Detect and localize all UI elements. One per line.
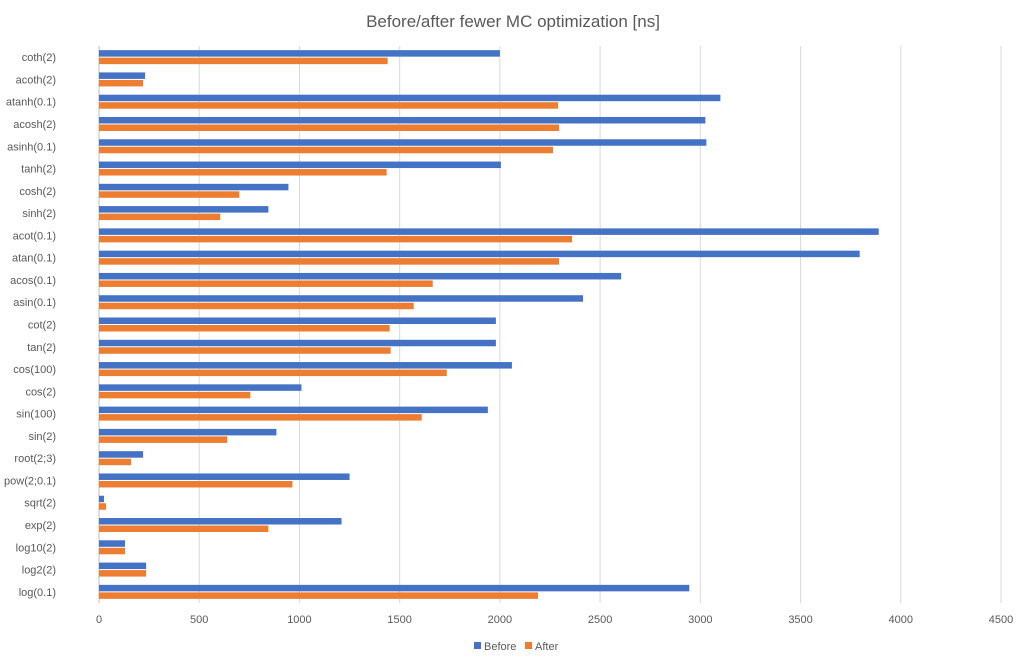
bar-before-acot-0-1 — [99, 228, 879, 235]
bar-after-cot-2 — [99, 325, 390, 332]
bar-after-log10-2 — [99, 547, 126, 555]
category-label: root(2;3) — [14, 453, 56, 465]
x-tick-label-2500: 2500 — [588, 614, 612, 626]
bars — [99, 50, 879, 599]
bar-before-acoth-2 — [99, 72, 146, 79]
category-label: atanh(0.1) — [6, 97, 56, 109]
bar-after-acos-0-1 — [99, 280, 433, 287]
category-label: tanh(2) — [21, 164, 56, 176]
bar-before-log2-2 — [99, 562, 147, 570]
x-tick-label-3500: 3500 — [788, 614, 812, 626]
bar-after-coth-2 — [99, 57, 388, 65]
category-label: acoth(2) — [16, 74, 56, 86]
bar-after-cos-2 — [99, 391, 251, 399]
bar-after-exp-2 — [99, 525, 269, 533]
bar-before-pow-2-0-1 — [99, 473, 350, 480]
category-label: log10(2) — [16, 542, 56, 554]
bar-before-atan-0-1 — [99, 250, 860, 258]
category-label: sqrt(2) — [24, 498, 56, 510]
category-label: cos(100) — [13, 364, 56, 376]
legend: Before After — [474, 641, 559, 653]
bar-after-sinh-2 — [99, 213, 221, 221]
bar-before-coth-2 — [99, 50, 500, 57]
bar-after-tanh-2 — [99, 169, 387, 176]
bar-after-atanh-0-1 — [99, 102, 559, 109]
legend-label-before: Before — [484, 641, 516, 653]
bar-before-log-0-1 — [99, 584, 690, 592]
bar-before-acosh-2 — [99, 116, 706, 124]
bar-after-atan-0-1 — [99, 258, 560, 265]
x-tick-label-4000: 4000 — [889, 614, 913, 626]
category-label: exp(2) — [25, 520, 56, 532]
bar-after-pow-2-0-1 — [99, 480, 293, 488]
bar-before-cosh-2 — [99, 183, 289, 191]
x-tick-label-0: 0 — [96, 614, 102, 626]
bar-after-sin-100 — [99, 414, 422, 421]
category-label: acosh(2) — [13, 119, 56, 131]
category-label: tan(2) — [27, 342, 56, 354]
bar-before-sqrt-2 — [99, 495, 105, 503]
bar-before-cos-100 — [99, 362, 512, 369]
category-label: asinh(0.1) — [7, 141, 56, 153]
bar-before-root-2-3 — [99, 451, 144, 458]
bar-before-log10-2 — [99, 540, 126, 547]
category-label: log(0.1) — [19, 587, 56, 599]
bar-before-sin-2 — [99, 428, 277, 436]
category-label: acos(0.1) — [10, 275, 56, 287]
legend-swatch-before — [474, 642, 481, 649]
category-label: sin(100) — [16, 409, 56, 421]
bar-after-sin-2 — [99, 436, 228, 443]
x-tick-label-2000: 2000 — [488, 614, 512, 626]
chart-title: Before/after fewer MC optimization [ns] — [366, 12, 660, 31]
bar-after-acosh-2 — [99, 124, 560, 131]
bar-after-cosh-2 — [99, 191, 240, 198]
x-tick-label-500: 500 — [190, 614, 208, 626]
bar-after-asin-0-1 — [99, 302, 414, 310]
category-label: cot(2) — [28, 320, 56, 332]
category-label: log2(2) — [22, 565, 56, 577]
category-label: sin(2) — [28, 431, 56, 443]
x-tick-label-1500: 1500 — [387, 614, 411, 626]
x-tick-label-1000: 1000 — [287, 614, 311, 626]
bar-after-acoth-2 — [99, 79, 144, 87]
bar-after-cos-100 — [99, 369, 447, 377]
bar-before-sin-100 — [99, 406, 488, 414]
x-tick-label-4500: 4500 — [989, 614, 1013, 626]
bar-before-cot-2 — [99, 317, 496, 324]
bar-before-tanh-2 — [99, 161, 501, 169]
bar-before-exp-2 — [99, 518, 342, 525]
bar-after-log2-2 — [99, 570, 147, 577]
gridlines — [98, 46, 1002, 603]
bar-after-acot-0-1 — [99, 235, 573, 243]
bar-before-sinh-2 — [99, 206, 269, 213]
bar-before-atanh-0-1 — [99, 94, 721, 102]
category-label: pow(2;0.1) — [4, 475, 56, 487]
legend-label-after: After — [535, 641, 559, 653]
bar-before-tan-2 — [99, 339, 496, 347]
bar-before-asin-0-1 — [99, 295, 584, 302]
x-tick-label-3000: 3000 — [688, 614, 712, 626]
category-label: cos(2) — [25, 386, 56, 398]
bar-before-acos-0-1 — [99, 272, 622, 280]
legend-swatch-after — [525, 642, 532, 649]
category-label: asin(0.1) — [13, 297, 56, 309]
category-label: acot(0.1) — [13, 230, 56, 242]
category-labels: coth(2) acoth(2) atanh(0.1) acosh(2) asinh(0… — [4, 52, 56, 599]
bar-before-asinh-0-1 — [99, 139, 707, 146]
bar-after-sqrt-2 — [99, 503, 107, 510]
category-label: cosh(2) — [19, 186, 56, 198]
category-label: sinh(2) — [22, 208, 56, 220]
bar-after-log-0-1 — [99, 592, 538, 599]
bar-before-cos-2 — [99, 384, 302, 391]
category-label: coth(2) — [22, 52, 56, 64]
x-tick-labels: 0 500 1000 1500 2000 2500 3000 3500 4000 4500 — [96, 614, 1013, 626]
bar-after-root-2-3 — [99, 458, 132, 466]
bar-after-tan-2 — [99, 347, 391, 354]
bar-after-asinh-0-1 — [99, 146, 554, 154]
category-label: atan(0.1) — [12, 253, 56, 265]
